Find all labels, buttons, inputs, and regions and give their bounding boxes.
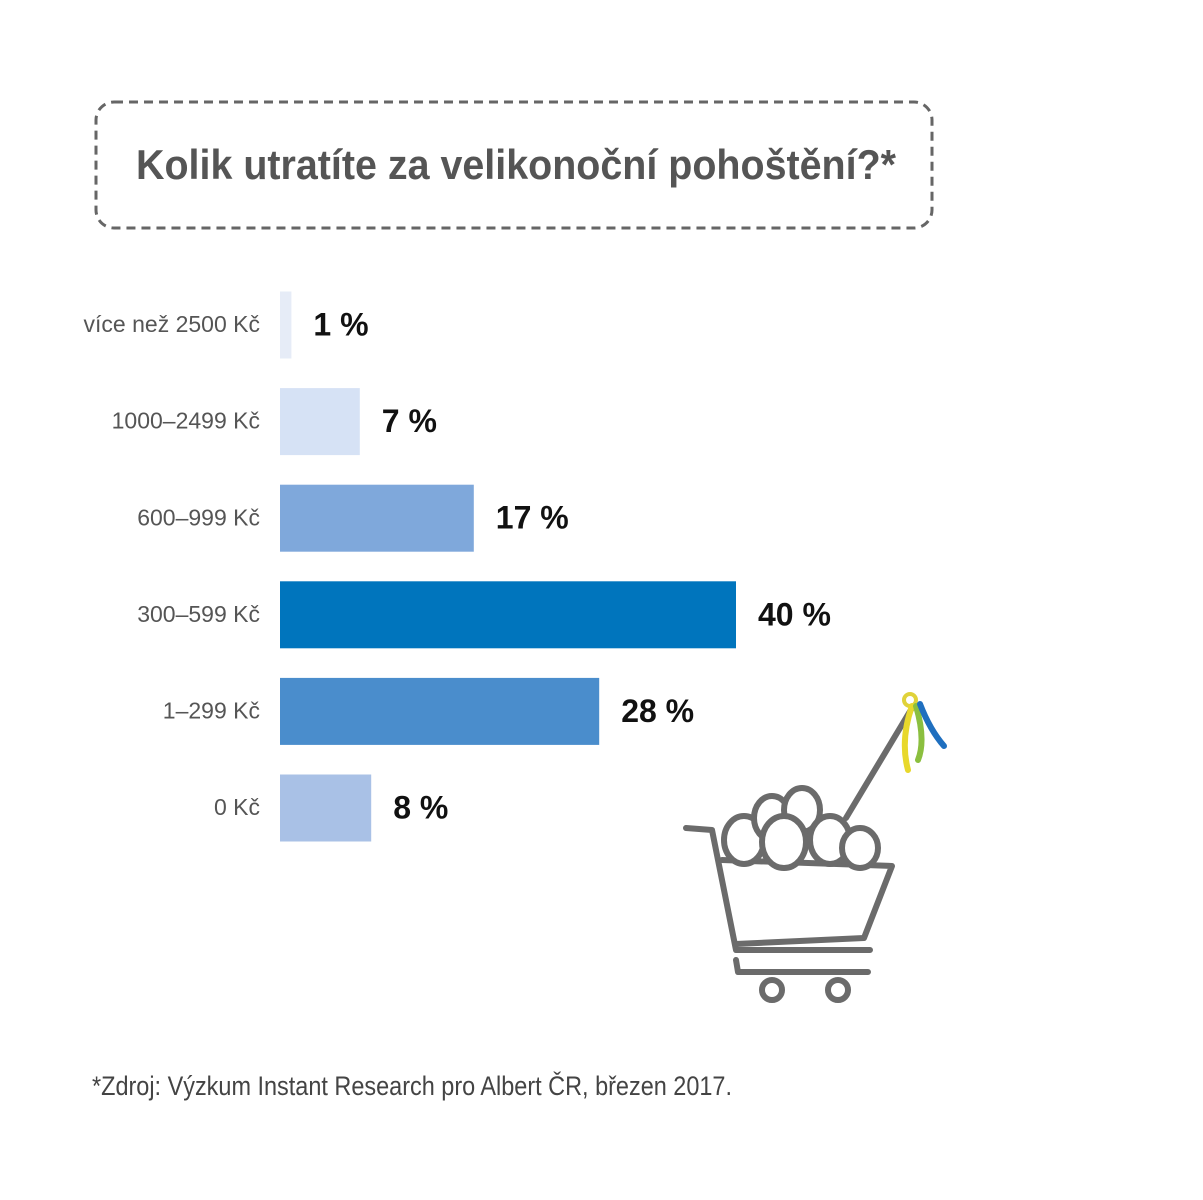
bar [280, 484, 474, 552]
value-label: 28 % [621, 693, 694, 729]
category-label: 300–599 Kč [137, 601, 260, 627]
value-label: 1 % [313, 306, 368, 342]
category-label: 600–999 Kč [137, 504, 260, 530]
category-label: více než 2500 Kč [84, 311, 260, 337]
ribbons [901, 692, 947, 773]
category-label: 1000–2499 Kč [112, 408, 260, 434]
bar [280, 291, 292, 359]
category-label: 1–299 Kč [163, 697, 260, 723]
value-label: 8 % [393, 789, 448, 825]
bar [280, 581, 736, 649]
bar [280, 774, 372, 842]
title-box [94, 100, 934, 230]
chart-title: Kolik utratíte za velikonoční pohoštění?… [136, 141, 897, 188]
bar [280, 677, 600, 745]
bar [280, 388, 360, 456]
source-note: *Zdroj: Výzkum Instant Research pro Albe… [92, 1070, 732, 1101]
value-label: 17 % [496, 500, 569, 536]
cart-illustration [683, 705, 915, 1003]
value-label: 40 % [758, 596, 831, 632]
value-label: 7 % [382, 403, 437, 439]
category-label: 0 Kč [214, 794, 260, 820]
